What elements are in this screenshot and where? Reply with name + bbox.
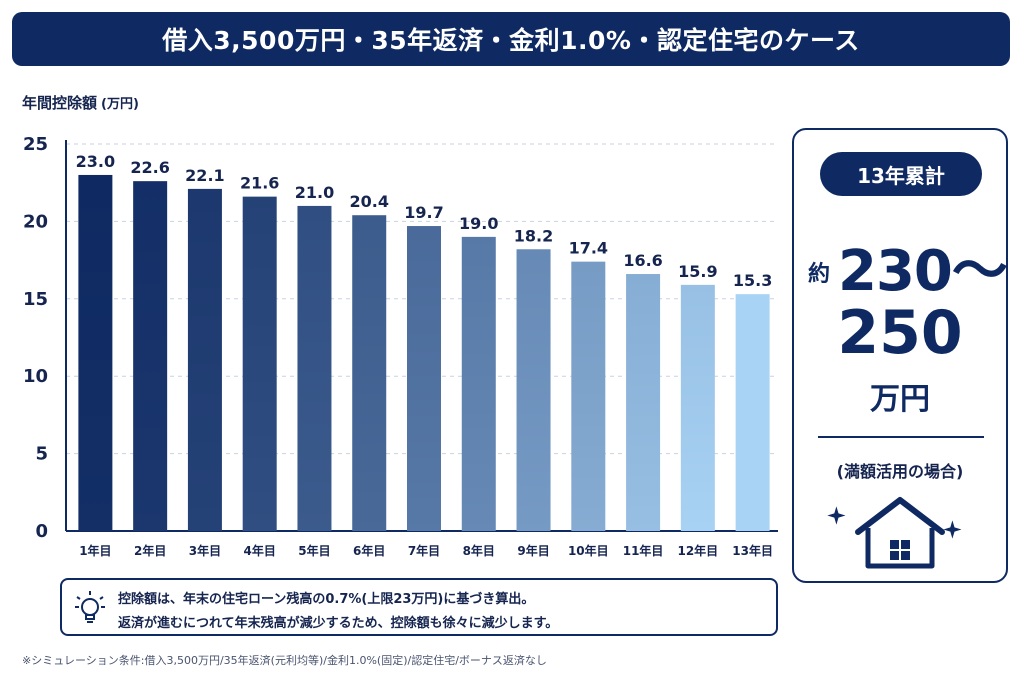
bar-2: [133, 181, 168, 532]
value-label: 22.6: [130, 158, 169, 177]
label-layer: 0 5 10 15 20 25 23.0 1年目 22.6 2年目 22.1 3年目 21.6 4年目 21…: [23, 134, 773, 558]
note-line-1: 控除額は、年末の住宅ローン残高の0.7%(上限23万円)に基づき算出。: [118, 592, 535, 607]
summary-note: (満額活用の場合): [836, 462, 964, 481]
bar-13: [735, 294, 770, 531]
x-tick-label: 12年目: [677, 543, 718, 558]
value-label: 20.4: [349, 192, 388, 211]
y-axis-title: 年間控除額 (万円): [22, 92, 139, 113]
x-tick-label: 11年目: [623, 543, 664, 558]
footnote: ※シミュレーション条件:借入3,500万円/35年返済(元利均等)/金利1.0%…: [22, 654, 547, 667]
bar-9: [516, 249, 551, 531]
y-tick-label: 0: [35, 521, 48, 542]
x-tick-label: 9年目: [517, 543, 549, 558]
bar-4: [242, 196, 277, 531]
x-tick-label: 7年目: [408, 543, 440, 558]
bar-layer: [78, 174, 770, 532]
bar-1: [78, 174, 113, 531]
x-tick-label: 2年目: [134, 543, 166, 558]
value-label: 23.0: [76, 152, 115, 171]
summary-divider: [818, 436, 984, 438]
value-label: 21.6: [240, 174, 279, 193]
note-line-2: 返済が進むにつれて年末残高が減少するため、控除額も徐々に減少します。: [118, 616, 559, 631]
y-tick-label: 25: [23, 134, 48, 155]
summary-card: 13年累計 約 230〜 250 万円 (満額活用の場合): [792, 128, 1008, 583]
summary-range-line1: 230〜: [838, 239, 1008, 304]
y-tick-label: 10: [23, 366, 48, 387]
x-tick-label: 5年目: [298, 543, 330, 558]
bar-chart: 0 5 10 15 20 25 23.0 1年目 22.6 2年目 22.1 3年目 21.6 4年目 21…: [23, 134, 778, 558]
bar-12: [680, 284, 715, 531]
bar-3: [187, 188, 222, 531]
value-label: 15.3: [733, 271, 772, 290]
summary-badge: 13年累計: [820, 152, 982, 196]
bar-10: [571, 261, 606, 531]
house-icon: [827, 497, 962, 569]
value-label: 18.2: [514, 226, 553, 245]
x-tick-label: 1年目: [79, 543, 111, 558]
y-axis-label: 年間控除額: [22, 94, 98, 112]
x-tick-label: 6年目: [353, 543, 385, 558]
summary-unit: 万円: [870, 382, 930, 417]
summary-range-line2: 250: [837, 298, 963, 368]
x-tick-label: 4年目: [244, 543, 276, 558]
title-banner: 借入3,500万円・35年返済・金利1.0%・認定住宅のケース: [12, 12, 1010, 66]
y-axis-unit: (万円): [101, 97, 139, 112]
lightbulb-icon: [75, 591, 105, 623]
value-label: 21.0: [295, 183, 334, 202]
bar-7: [407, 226, 441, 531]
x-tick-label: 13年目: [732, 543, 773, 558]
value-label: 19.0: [459, 214, 498, 233]
y-tick-label: 15: [23, 289, 48, 310]
explanation-note: 控除額は、年末の住宅ローン残高の0.7%(上限23万円)に基づき算出。 返済が進…: [60, 578, 778, 636]
value-label: 19.7: [404, 203, 443, 222]
value-label: 17.4: [569, 239, 608, 258]
value-label: 16.6: [623, 251, 662, 270]
value-label: 15.9: [678, 262, 717, 281]
summary-badge-text: 13年累計: [857, 163, 945, 188]
y-tick-label: 20: [23, 211, 48, 232]
bar-5: [297, 205, 332, 532]
x-tick-label: 10年目: [568, 543, 609, 558]
bar-8: [461, 236, 496, 531]
value-label: 22.1: [185, 166, 224, 185]
x-tick-label: 3年目: [189, 543, 221, 558]
y-tick-label: 5: [35, 444, 48, 465]
bar-6: [352, 215, 387, 531]
summary-prefix: 約: [808, 262, 831, 287]
x-tick-label: 8年目: [463, 543, 495, 558]
page-title: 借入3,500万円・35年返済・金利1.0%・認定住宅のケース: [162, 26, 860, 55]
bar-11: [626, 274, 661, 531]
